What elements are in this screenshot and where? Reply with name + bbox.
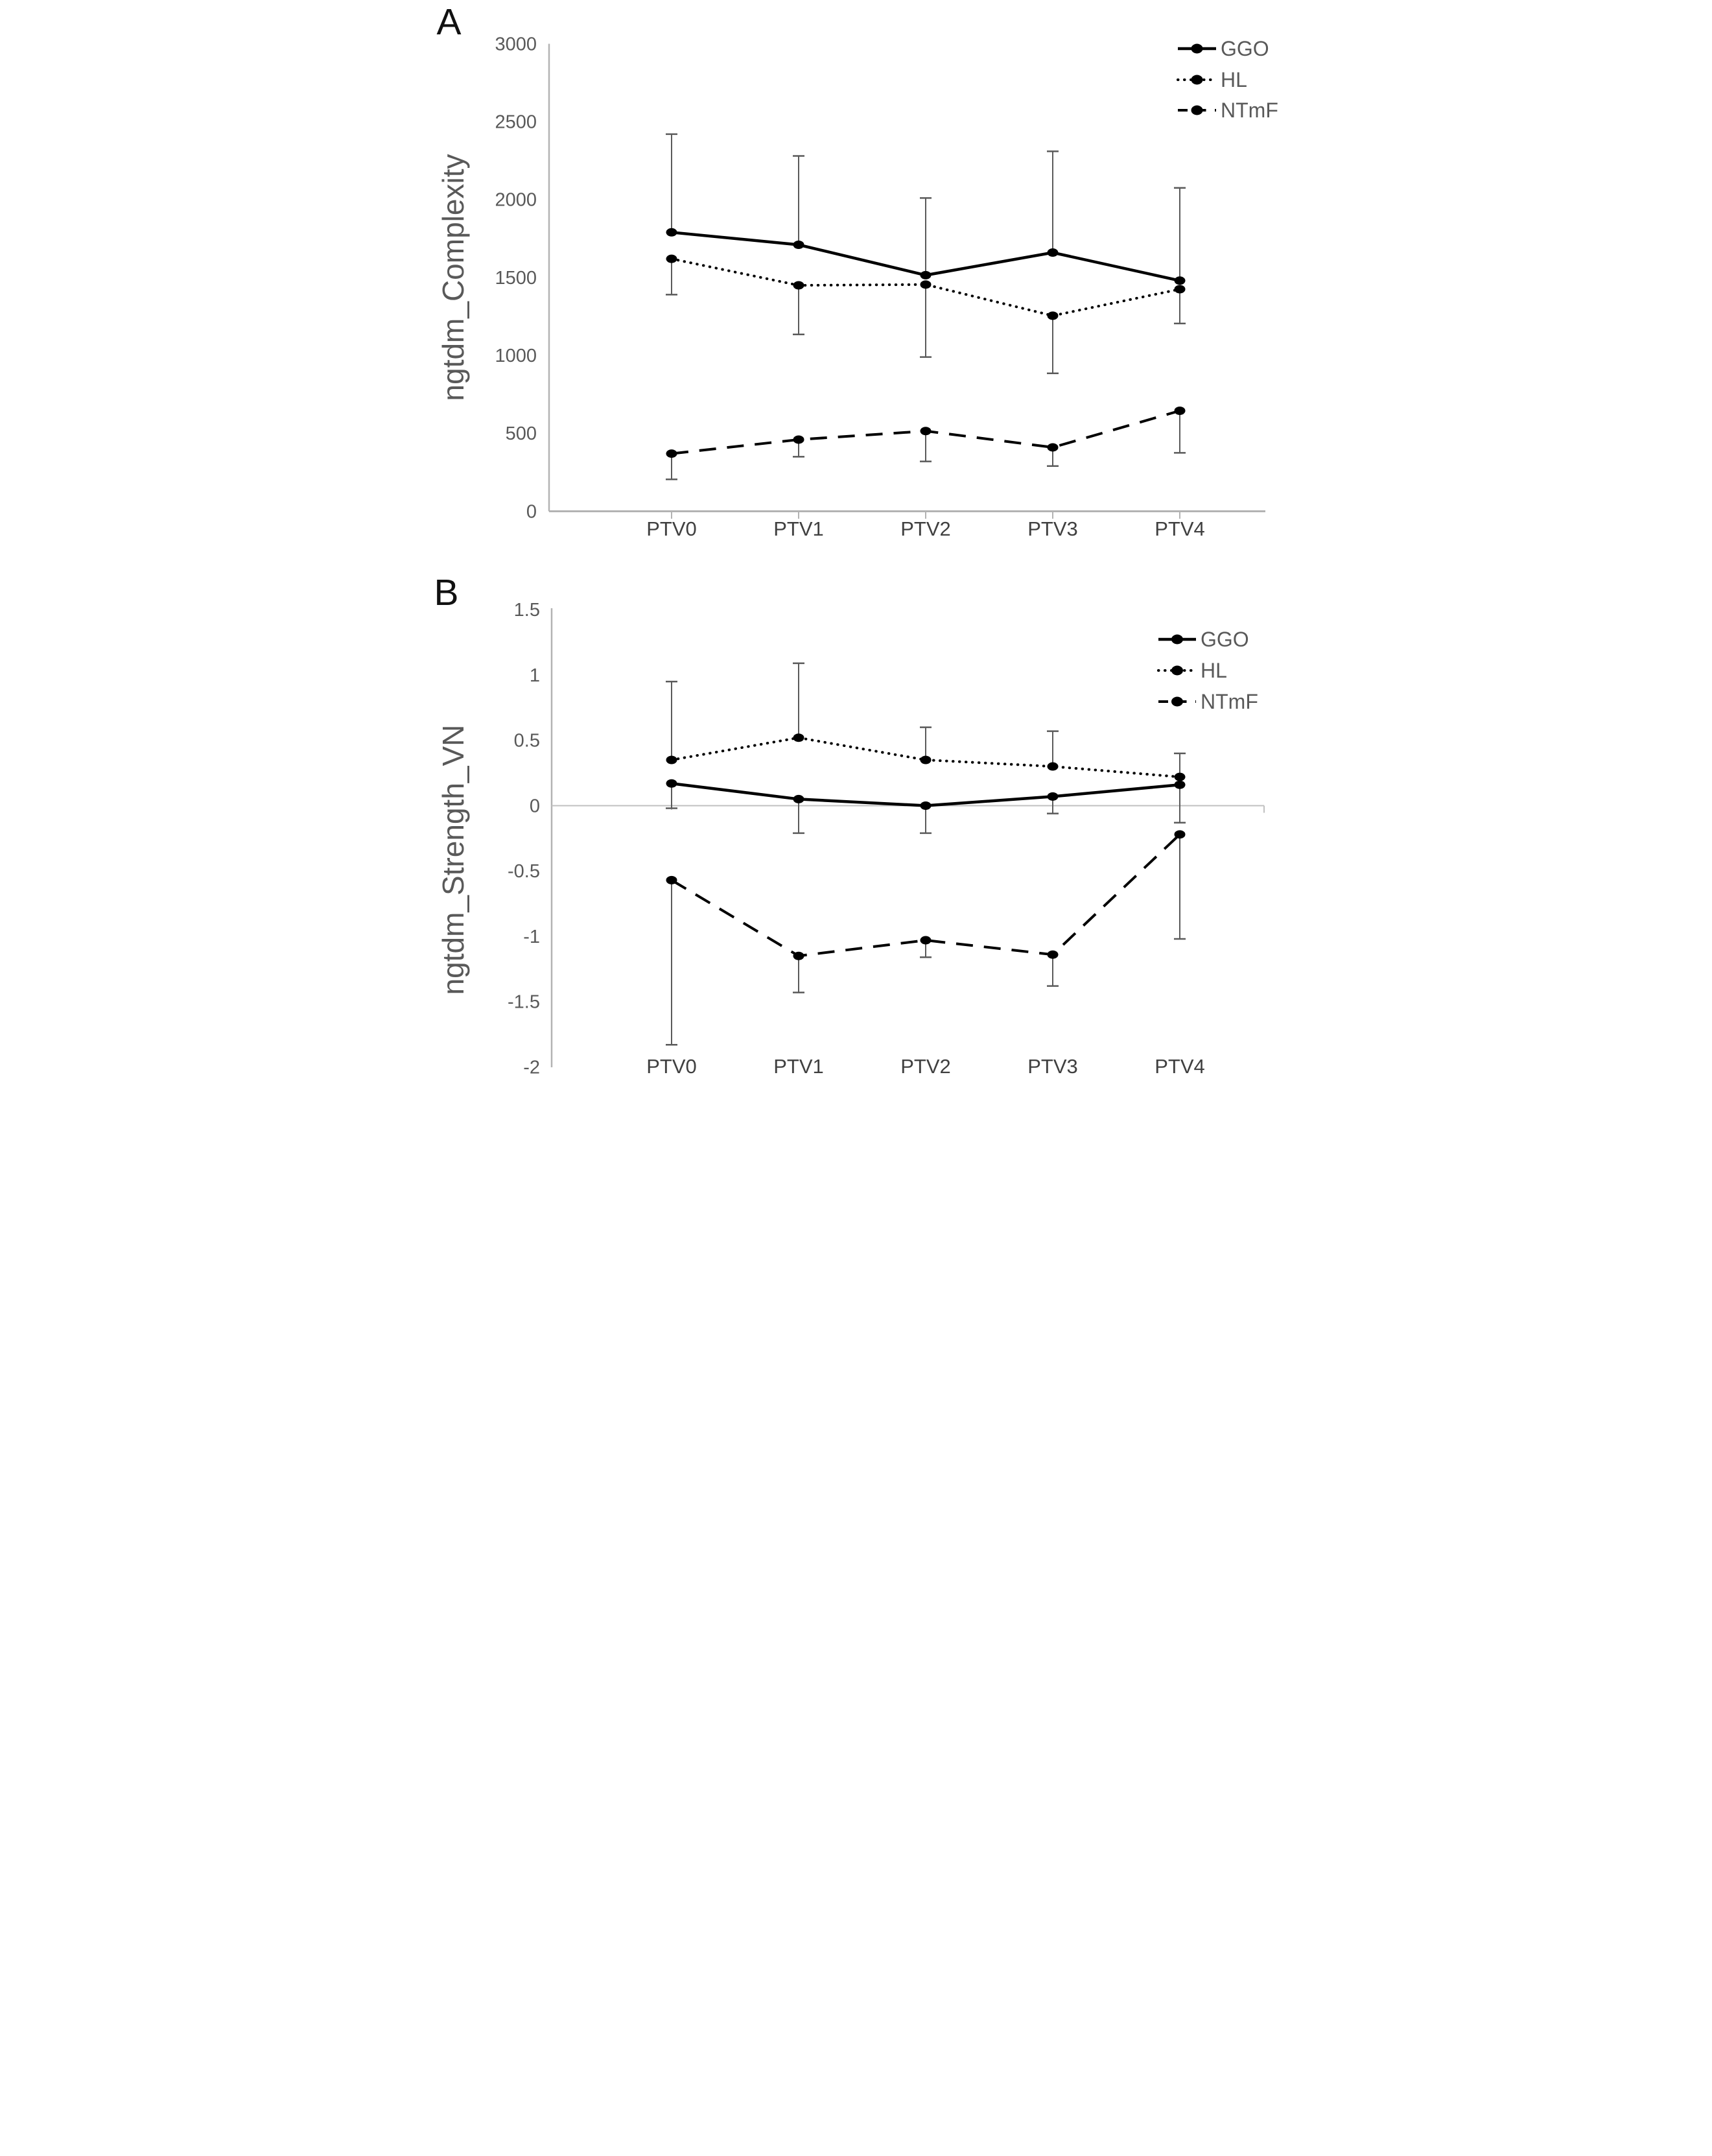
y-tick-label: 1 [529, 665, 539, 686]
chart-canvas: 3000 2500 2000 1500 1000 500 0 PTV0 PTV1 PTV2 PTV3… [495, 34, 1278, 1078]
x-category-label: PTV0 [646, 517, 697, 540]
series-GGO [665, 779, 1186, 835]
data-point-marker [1047, 762, 1058, 771]
data-point-marker [666, 755, 677, 764]
x-category-label: PTV1 [773, 1055, 824, 1078]
panel-b-y-axis-title: ngtdm_Strength_VN [436, 724, 470, 995]
legend-label-GGO: GGO [1201, 628, 1249, 651]
data-point-marker [920, 755, 931, 764]
y-tick-label: 2500 [495, 112, 537, 133]
series-GGO [665, 133, 1186, 285]
y-tick-label: -0.5 [508, 861, 540, 882]
data-point-marker [793, 951, 804, 960]
x-category-label: PTV2 [900, 1055, 951, 1078]
y-tick-label: 0 [526, 501, 536, 522]
x-category-label: PTV0 [646, 1055, 697, 1078]
legend-label-NTmF: NTmF [1221, 99, 1278, 122]
y-tick-label: 2000 [495, 190, 537, 211]
data-point-marker [666, 779, 677, 788]
data-point-marker [920, 801, 931, 810]
data-point-marker [666, 875, 677, 884]
x-category-label: PTV3 [1027, 517, 1078, 540]
data-point-marker [920, 936, 931, 945]
data-point-marker [793, 733, 804, 742]
data-point-marker [793, 435, 804, 444]
data-point-marker [1047, 443, 1058, 452]
panel-a-y-axis-title: ngtdm_Complexity [436, 154, 470, 401]
data-point-marker [1174, 276, 1185, 285]
legend-marker-GGO [1191, 43, 1202, 54]
data-point-marker [793, 794, 804, 803]
y-tick-label: -1 [523, 927, 540, 947]
data-point-marker [793, 241, 804, 250]
panel-a: 3000 2500 2000 1500 1000 500 0 PTV0 PTV1 PTV2 PTV3… [495, 34, 1278, 540]
y-tick-label: 1500 [495, 268, 537, 289]
x-category-label: PTV1 [773, 517, 824, 540]
data-point-marker [1047, 311, 1058, 320]
figure: 3000 2500 2000 1500 1000 500 0 PTV0 PTV1 PTV2 PTV3… [428, 0, 1284, 1078]
legend-label-NTmF: NTmF [1201, 690, 1258, 713]
x-category-label: PTV3 [1027, 1055, 1078, 1078]
data-point-marker [666, 228, 677, 237]
x-category-label: PTV4 [1155, 517, 1205, 540]
series-line-dashed [670, 833, 1180, 958]
panel-b-letter: B [434, 572, 459, 613]
x-category-label: PTV2 [900, 517, 951, 540]
data-point-marker [920, 280, 931, 289]
data-point-marker [666, 449, 677, 458]
series-NTmF [665, 406, 1186, 480]
series-NTmF [665, 830, 1186, 1046]
legend-marker-NTmF [1171, 696, 1183, 707]
data-point-marker [1047, 248, 1058, 257]
data-point-marker [793, 281, 804, 290]
series-line-dotted [670, 736, 1181, 779]
legend-marker-HL [1171, 665, 1183, 676]
y-tick-label: 3000 [495, 34, 537, 54]
legend-marker-NTmF [1191, 105, 1202, 115]
data-point-marker [1174, 830, 1185, 839]
legend-label-HL: HL [1201, 659, 1227, 682]
y-tick-label: -1.5 [508, 992, 540, 1013]
data-point-marker [1174, 780, 1185, 789]
legend-label-GGO: GGO [1221, 37, 1269, 60]
legend-marker-HL [1191, 75, 1202, 85]
legend: GGO HL NTmF [1176, 37, 1278, 122]
panel-b: 1.5 1 0.5 0 -0.5 -1 -1.5 -2 PTV0 PTV1 PTV2 PTV3 PTV4… [508, 600, 1265, 1078]
data-point-marker [1047, 950, 1058, 959]
y-tick-label: -2 [523, 1057, 540, 1078]
y-tick-label: 0.5 [513, 731, 539, 752]
data-point-marker [920, 270, 931, 279]
data-point-marker [1174, 285, 1185, 294]
data-point-marker [920, 427, 931, 436]
legend: GGO HL NTmF [1156, 628, 1258, 713]
y-tick-label: 1000 [495, 346, 537, 366]
series-HL [665, 662, 1186, 781]
data-point-marker [1174, 406, 1185, 415]
y-tick-label: 500 [505, 423, 536, 444]
y-tick-label: 0 [529, 796, 539, 816]
legend-label-HL: HL [1221, 68, 1247, 91]
series-HL [665, 254, 1186, 375]
data-point-marker [1047, 792, 1058, 801]
y-tick-label: 1.5 [513, 600, 539, 621]
legend-marker-GGO [1171, 634, 1183, 645]
data-point-marker [1174, 772, 1185, 781]
panel-a-letter: A [436, 1, 462, 43]
x-category-label: PTV4 [1155, 1055, 1205, 1078]
data-point-marker [666, 254, 677, 263]
